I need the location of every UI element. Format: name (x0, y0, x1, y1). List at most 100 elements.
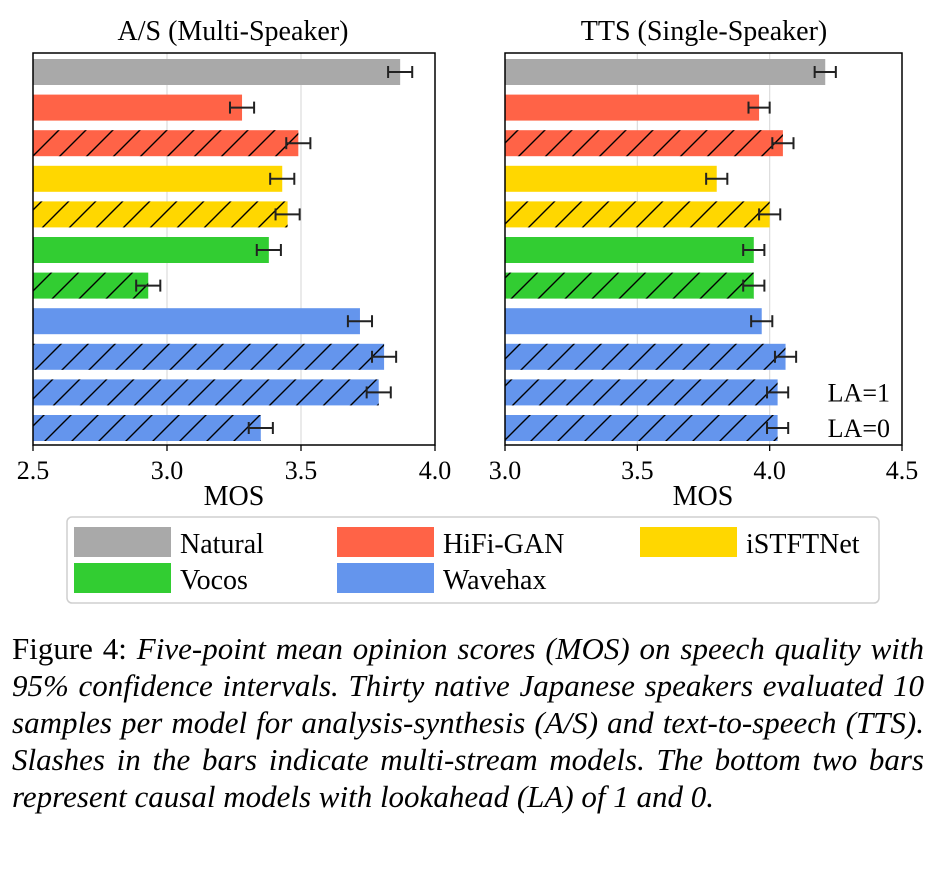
plot-frame (504, 52, 903, 446)
bar-fill (33, 308, 360, 335)
bar-vocos (33, 237, 282, 263)
legend-label: iSTFTNet (746, 529, 860, 560)
x-tick-label: 2.5 (17, 456, 50, 485)
x-tick-label: 4.5 (886, 456, 919, 485)
error-bar (705, 172, 729, 185)
bar-wavehax-multistream (33, 343, 398, 370)
chart-title: TTS (Single-Speaker) (581, 16, 828, 47)
error-bar (813, 66, 837, 78)
bar-hifi-gan-multistream (505, 130, 795, 157)
bar-fill (33, 237, 269, 263)
error-bar (346, 315, 374, 328)
error-bar (742, 279, 766, 292)
error-bar (228, 101, 256, 114)
bar-istftnet-multistream (33, 201, 301, 228)
x-axis-label: MOS (204, 481, 265, 512)
bar-hifi-gan (33, 94, 256, 121)
x-tick-label: 4.0 (419, 456, 452, 485)
annotation-label: LA=1 (828, 378, 890, 407)
plot-frame (32, 52, 436, 446)
bar-natural (33, 59, 414, 85)
bar-hatch (33, 201, 288, 228)
bar-wavehax-multistream (33, 379, 392, 406)
legend-swatch (640, 527, 737, 557)
legend-item-vocos: Vocos (74, 563, 248, 596)
error-bar (747, 101, 771, 114)
annotations-layer: LA=1 LA=0 (828, 378, 890, 443)
bar-fill (505, 237, 754, 263)
x-tick-label: 3.0 (151, 456, 184, 485)
bar-fill (505, 165, 717, 192)
legend-swatch (74, 527, 171, 557)
legend-swatch (74, 563, 171, 593)
error-bar (269, 172, 296, 185)
legend-item-istftnet: iSTFTNet (640, 527, 860, 560)
bar-natural (505, 59, 837, 85)
bar-hatch (33, 343, 385, 370)
legend-items: Natural HiFi-GAN iSTFTNet Vocos Wavehax (74, 527, 860, 596)
error-bar (758, 208, 782, 221)
legend-item-hifi-gan: HiFi-GAN (337, 527, 564, 560)
bar-hatch (505, 343, 786, 370)
error-bar (771, 137, 795, 150)
bars-layer (505, 59, 837, 441)
bar-fill (505, 308, 762, 335)
bar-wavehax-multistream (505, 379, 790, 406)
figure-caption: Figure 4: Five-point mean opinion scores… (12, 630, 924, 815)
bar-hifi-gan (505, 94, 771, 121)
chart-as-multispeaker: A/S (Multi-Speaker) 2.5 3.0 3.5 4.0 MOS (17, 16, 452, 512)
error-bar (387, 66, 414, 78)
bar-fill (33, 59, 401, 85)
legend-label: Natural (180, 529, 264, 560)
bar-hatch (505, 415, 778, 441)
legend-item-wavehax: Wavehax (337, 563, 546, 596)
legend: Natural HiFi-GAN iSTFTNet Vocos Wavehax (66, 516, 880, 604)
bar-wavehax (33, 308, 374, 335)
bar-wavehax (505, 308, 774, 335)
bar-wavehax-multistream (505, 343, 798, 370)
bar-hatch (33, 130, 299, 157)
bar-hatch (505, 272, 754, 299)
caption-text: Five-point mean opinion scores (MOS) on … (12, 631, 924, 814)
bar-vocos-multistream (33, 272, 162, 299)
bar-hatch (505, 379, 778, 406)
legend-label: HiFi-GAN (443, 529, 564, 560)
x-tick-label: 3.5 (285, 456, 318, 485)
bar-hatch (33, 379, 379, 406)
bar-hatch (33, 415, 261, 441)
bar-hatch (505, 130, 783, 157)
caption-label: Figure 4: (12, 631, 127, 666)
legend-label: Vocos (180, 565, 248, 596)
bar-fill (33, 165, 283, 192)
error-bar (135, 279, 162, 292)
error-bar (365, 386, 392, 399)
bar-fill (505, 59, 826, 85)
ticks-layer: 3.0 3.5 4.0 4.5 (489, 445, 919, 485)
error-bar (742, 244, 766, 256)
bar-hatch (33, 272, 149, 299)
error-bar (371, 350, 398, 363)
bar-hatch (505, 201, 770, 228)
legend-swatch (337, 563, 434, 593)
bar-fill (33, 94, 243, 121)
bar-vocos (505, 237, 766, 263)
bar-wavehax-multistream (505, 415, 790, 441)
bar-wavehax-multistream (33, 415, 274, 441)
error-bar (773, 350, 798, 363)
x-tick-label: 4.0 (753, 456, 786, 485)
bar-istftnet-multistream (505, 201, 782, 228)
bar-istftnet (505, 165, 729, 192)
ticks-layer: 2.5 3.0 3.5 4.0 (17, 445, 452, 485)
error-bar (766, 386, 790, 399)
x-tick-label: 3.5 (621, 456, 654, 485)
chart-title: A/S (Multi-Speaker) (118, 16, 349, 47)
annotation-label: LA=0 (828, 414, 890, 443)
legend-item-natural: Natural (74, 527, 264, 560)
x-axis-label: MOS (673, 481, 734, 512)
x-tick-label: 3.0 (489, 456, 522, 485)
legend-label: Wavehax (443, 565, 546, 596)
bars-layer (33, 59, 414, 441)
error-bar (285, 137, 312, 150)
chart-tts-singlespeaker: TTS (Single-Speaker) 3.0 3.5 4.0 4.5 LA=1LA… (489, 16, 919, 512)
